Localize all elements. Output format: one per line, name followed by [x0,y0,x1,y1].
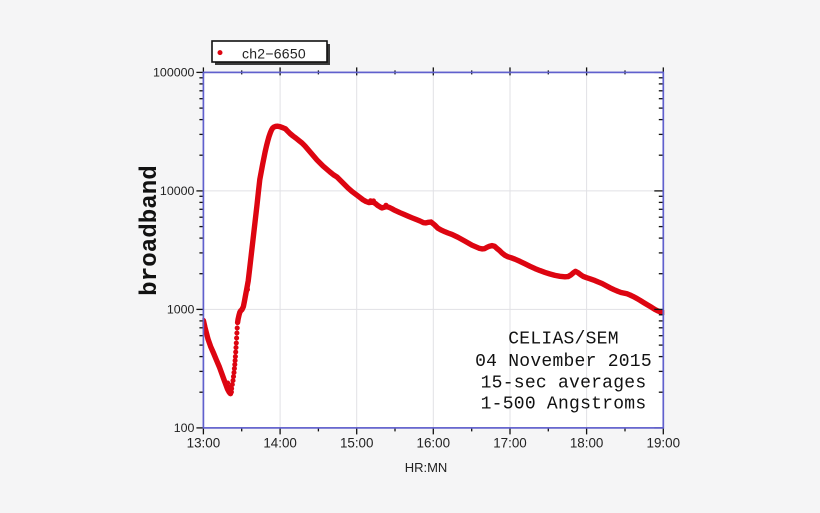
svg-text:14:00: 14:00 [263,436,297,451]
svg-text:broadband: broadband [137,165,164,296]
svg-text:18:00: 18:00 [570,436,604,451]
svg-text:1-500 Angstroms: 1-500 Angstroms [481,395,647,415]
svg-text:HR:MN: HR:MN [405,460,448,475]
svg-text:100000: 100000 [153,66,194,80]
svg-text:17:00: 17:00 [493,436,527,451]
svg-text:100: 100 [174,421,195,435]
svg-text:10000: 10000 [160,184,195,198]
svg-text:04 November 2015: 04 November 2015 [475,352,652,372]
svg-text:ch2−6650: ch2−6650 [242,46,306,62]
svg-text:16:00: 16:00 [417,436,451,451]
svg-text:1000: 1000 [167,303,195,317]
svg-text:15-sec averages: 15-sec averages [481,373,647,393]
svg-text:19:00: 19:00 [647,436,681,451]
svg-text:13:00: 13:00 [187,436,221,451]
svg-text:CELIAS/SEM: CELIAS/SEM [508,330,619,350]
svg-text:15:00: 15:00 [340,436,374,451]
